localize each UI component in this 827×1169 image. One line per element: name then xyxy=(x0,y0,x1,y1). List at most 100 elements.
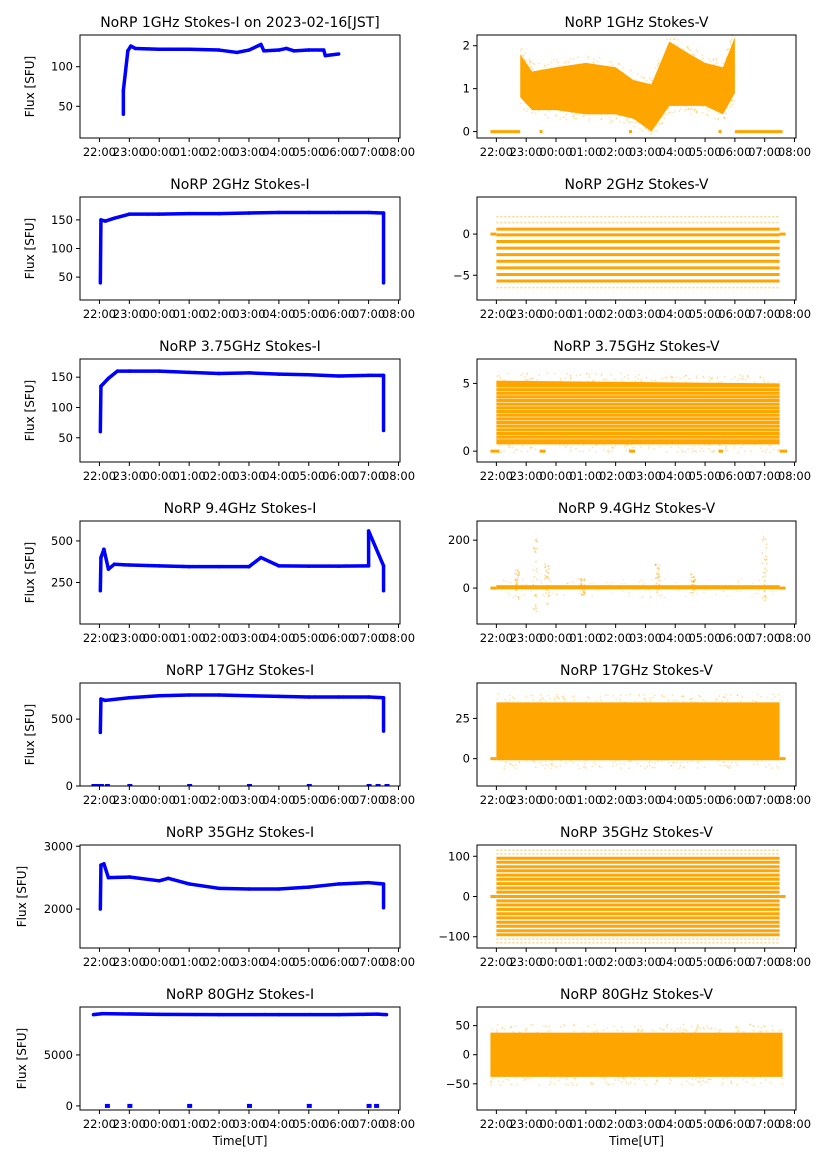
data-point xyxy=(638,695,641,697)
data-point xyxy=(600,374,603,377)
data-point xyxy=(99,908,102,910)
data-point xyxy=(675,376,678,379)
data-point xyxy=(508,1027,511,1029)
data-point xyxy=(770,698,773,701)
data-point xyxy=(547,594,550,597)
data-point xyxy=(689,698,691,701)
data-point xyxy=(193,211,195,214)
data-point xyxy=(540,579,542,582)
data-point xyxy=(99,907,102,910)
data-point xyxy=(608,1083,610,1086)
data-point xyxy=(510,1083,513,1086)
data-point xyxy=(111,374,114,377)
x-tick-label: 05:00 xyxy=(292,469,325,483)
data-point xyxy=(730,378,733,380)
data-point xyxy=(382,387,385,389)
data-point xyxy=(583,589,586,592)
data-point xyxy=(543,65,546,68)
data-point xyxy=(695,110,698,112)
data-point xyxy=(274,889,276,891)
data-point xyxy=(737,1026,740,1028)
data-point xyxy=(623,762,626,765)
data-point xyxy=(717,112,720,115)
data-point xyxy=(664,113,667,116)
data-point xyxy=(528,1077,531,1080)
data-point xyxy=(737,451,740,454)
data-point xyxy=(622,1076,625,1079)
data-point xyxy=(302,374,305,376)
x-tick-label: 05:00 xyxy=(292,955,325,969)
data-point xyxy=(538,62,541,65)
data-point xyxy=(587,380,589,383)
data-point xyxy=(509,582,512,584)
data-point xyxy=(367,562,370,564)
data-point xyxy=(692,580,695,583)
series-stokes-v xyxy=(490,536,786,613)
data-point xyxy=(624,582,627,585)
data-point xyxy=(127,212,130,214)
x-tick-label: 03:00 xyxy=(629,1117,662,1131)
data-point xyxy=(496,698,499,701)
data-point xyxy=(697,1026,700,1029)
data-point xyxy=(490,1080,493,1082)
data-point xyxy=(769,443,772,446)
data-point xyxy=(131,214,134,216)
data-point xyxy=(303,697,306,700)
data-point xyxy=(727,48,730,50)
data-point xyxy=(591,446,594,449)
data-point xyxy=(169,48,172,51)
data-point xyxy=(379,375,382,378)
data-point xyxy=(550,1076,553,1079)
x-tick-label: 00:00 xyxy=(143,469,176,483)
data-point xyxy=(178,48,181,51)
data-point xyxy=(598,766,601,768)
data-point xyxy=(656,572,659,575)
data-point xyxy=(534,112,537,115)
data-point xyxy=(361,881,363,884)
y-tick-label: 0 xyxy=(463,125,470,139)
data-point xyxy=(357,696,360,699)
data-point xyxy=(598,57,601,59)
data-point xyxy=(574,113,577,116)
data-point xyxy=(564,446,567,449)
data-point xyxy=(763,587,765,590)
data-point xyxy=(222,1015,225,1017)
data-point xyxy=(320,50,323,53)
axes-frame xyxy=(476,196,797,301)
data-point xyxy=(100,700,102,703)
data-point xyxy=(378,373,381,376)
data-point xyxy=(210,1012,212,1015)
data-point xyxy=(566,444,569,447)
data-point xyxy=(657,59,660,62)
data-point xyxy=(99,279,102,281)
data-point xyxy=(574,1077,577,1080)
data-point xyxy=(695,48,698,51)
data-point xyxy=(516,576,519,579)
x-tick-label: 07:00 xyxy=(352,1117,385,1131)
y-tick-label: 1 xyxy=(463,82,470,96)
data-point xyxy=(99,886,102,888)
data-point xyxy=(309,373,311,375)
data-point xyxy=(545,576,548,579)
data-point xyxy=(764,451,767,453)
data-point xyxy=(571,695,574,698)
data-point xyxy=(616,1029,619,1032)
x-tick-label: 05:00 xyxy=(688,145,721,159)
data-band xyxy=(496,702,780,761)
data-point xyxy=(573,1077,576,1080)
data-point xyxy=(622,578,625,581)
data-point xyxy=(323,54,326,56)
x-tick-label: 04:00 xyxy=(659,145,692,159)
data-point xyxy=(233,566,235,569)
data-point xyxy=(100,387,102,389)
data-point xyxy=(539,693,542,696)
data-point xyxy=(712,58,715,61)
data-point xyxy=(777,448,780,451)
data-point xyxy=(679,587,681,589)
data-point xyxy=(129,1013,131,1015)
x-tick-label: 05:00 xyxy=(688,469,721,483)
data-point xyxy=(765,1029,768,1032)
data-point xyxy=(516,448,519,451)
data-point xyxy=(536,540,538,542)
data-point xyxy=(509,763,512,766)
